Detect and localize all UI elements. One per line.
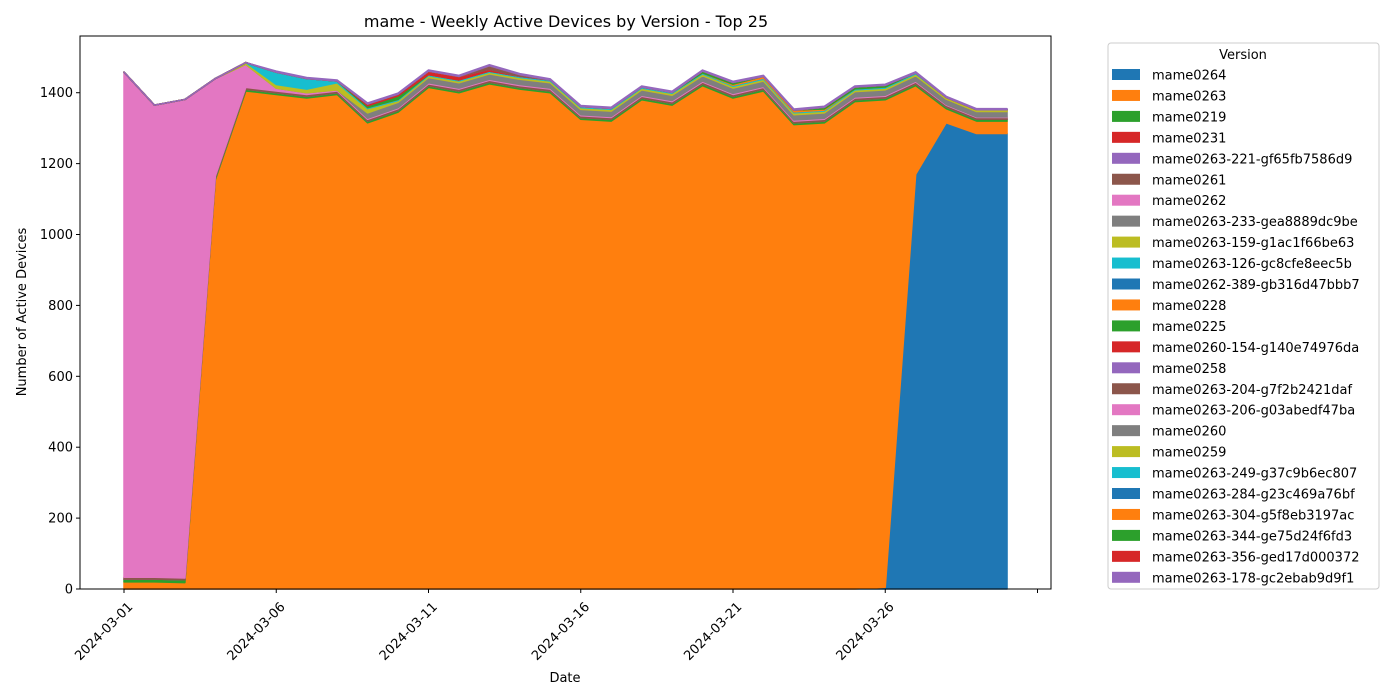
legend-swatch — [1112, 529, 1140, 541]
legend-label: mame0263-304-g5f8eb3197ac — [1152, 508, 1354, 523]
legend-label: mame0264 — [1152, 69, 1226, 84]
plot-frame — [79, 35, 1052, 590]
legend-label: mame0228 — [1152, 299, 1226, 314]
legend-swatch — [1112, 571, 1140, 583]
legend-swatch — [1112, 404, 1140, 416]
legend-swatch — [1112, 215, 1140, 227]
legend-label: mame0225 — [1152, 320, 1226, 335]
legend-swatch — [1112, 425, 1140, 437]
legend-label: mame0262-389-gb316d47bbb7 — [1152, 278, 1360, 293]
legend-title: Version — [1219, 48, 1267, 63]
legend-label: mame0263-344-ge75d24f6fd3 — [1152, 529, 1352, 544]
legend-swatch — [1112, 257, 1140, 269]
legend-label: mame0258 — [1152, 362, 1226, 377]
legend-swatch — [1112, 508, 1140, 520]
legend-swatch — [1112, 383, 1140, 395]
legend-label: mame0260 — [1152, 425, 1226, 440]
y-tick-label: 0 — [65, 583, 73, 598]
legend-frame — [1107, 42, 1380, 590]
legend-label: mame0260-154-g140e74976da — [1152, 341, 1359, 356]
x-tick-label: 2024-03-21 — [681, 600, 745, 664]
legend-label: mame0231 — [1152, 131, 1226, 146]
legend-swatch — [1112, 152, 1140, 164]
legend-label: mame0263-206-g03abedf47ba — [1152, 404, 1355, 419]
x-tick-label: 2024-03-26 — [834, 600, 898, 664]
chart-title: mame - Weekly Active Devices by Version … — [364, 12, 768, 31]
x-tick-label: 2024-03-01 — [72, 600, 136, 664]
legend-swatch — [1112, 488, 1140, 499]
legend-label: mame0263-221-gf65fb7586d9 — [1152, 152, 1352, 167]
legend-swatch — [1112, 446, 1140, 458]
legend-label: mame0263-249-g37c9b6ec807 — [1152, 467, 1357, 482]
legend-swatch — [1112, 131, 1140, 143]
area-mame0263-178-gc2ebab9d9f1 — [123, 61, 1008, 111]
legend-label: mame0263-233-gea8889dc9be — [1152, 215, 1358, 230]
y-tick-label: 400 — [48, 441, 73, 456]
legend-swatch — [1112, 110, 1140, 122]
y-tick-label: 1000 — [40, 228, 73, 243]
legend-label: mame0263-284-g23c469a76bf — [1152, 488, 1355, 503]
y-tick-label: 600 — [48, 370, 73, 385]
legend-label: mame0263-204-g7f2b2421daf — [1152, 383, 1352, 398]
y-tick-label: 1400 — [40, 86, 73, 101]
legend-items: mame0264 mame0263 mame0219 mame0231 mame0263… — [1112, 69, 1360, 586]
y-axis-title: Number of Active Devices — [15, 227, 30, 396]
legend-swatch — [1112, 194, 1140, 206]
y-axis-ticks: 0 200 400 600 800 1000 1200 1400 — [40, 86, 80, 598]
x-tick-label: 2024-03-06 — [225, 600, 289, 664]
x-tick-label: 2024-03-16 — [529, 600, 593, 664]
legend-swatch — [1112, 550, 1140, 562]
legend-swatch — [1112, 278, 1140, 290]
area-mame0263 — [123, 83, 1008, 590]
legend-label: mame0263-159-g1ac1f66be63 — [1152, 236, 1354, 251]
y-tick-label: 1200 — [40, 157, 73, 172]
legend-label: mame0263-126-gc8cfe8eec5b — [1152, 257, 1352, 272]
legend-swatch — [1112, 467, 1140, 479]
legend-label: mame0262 — [1152, 194, 1226, 209]
legend-swatch — [1112, 69, 1140, 80]
legend-swatch — [1112, 341, 1140, 353]
legend-swatch — [1112, 320, 1140, 332]
legend: Version mame0264 mame0263 mame0219 mame0231… — [1107, 42, 1380, 590]
y-tick-label: 200 — [48, 512, 73, 527]
x-axis-ticks: 2024-03-01 2024-03-06 2024-03-11 2024-03-16… — [72, 589, 1038, 664]
legend-label: mame0263-178-gc2ebab9d9f1 — [1152, 571, 1354, 586]
x-axis-title: Date — [549, 671, 580, 686]
area-layers — [123, 61, 1008, 590]
legend-swatch — [1112, 173, 1140, 185]
legend-swatch — [1112, 299, 1140, 311]
legend-label: mame0263-356-ged17d000372 — [1152, 550, 1360, 565]
y-tick-label: 800 — [48, 299, 73, 314]
legend-label: mame0261 — [1152, 173, 1226, 188]
legend-swatch — [1112, 236, 1140, 248]
legend-swatch — [1112, 362, 1140, 374]
x-tick-label: 2024-03-11 — [377, 600, 441, 664]
legend-label: mame0263 — [1152, 89, 1226, 104]
legend-label: mame0259 — [1152, 446, 1226, 461]
legend-label: mame0219 — [1152, 110, 1226, 125]
legend-swatch — [1112, 89, 1140, 101]
